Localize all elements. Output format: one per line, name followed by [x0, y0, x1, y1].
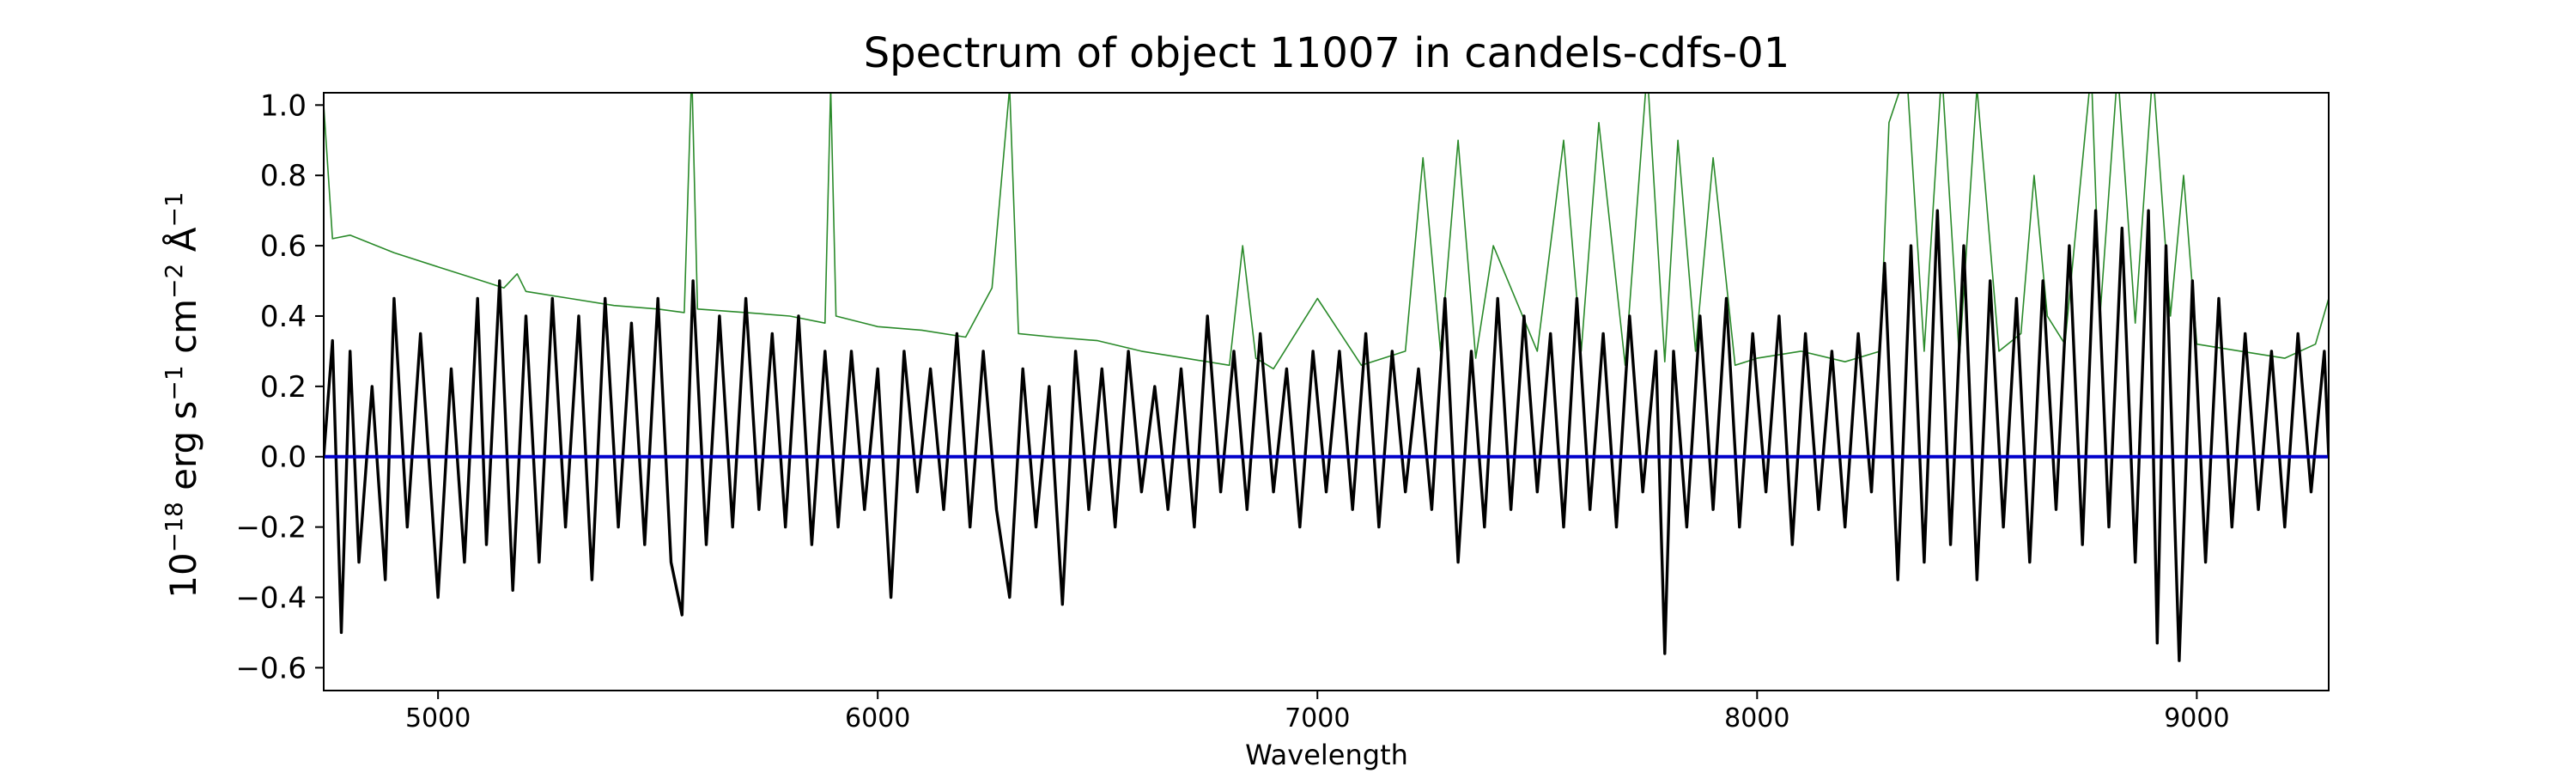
series-layer: [324, 93, 2329, 662]
x-tick-label: 9000: [2164, 703, 2229, 733]
y-tick-label: 0.8: [260, 159, 307, 193]
x-tick-label: 7000: [1285, 703, 1350, 733]
y-tick-label: −0.6: [235, 651, 307, 685]
x-tick-label: 8000: [1724, 703, 1789, 733]
error-spectrum-line: [324, 93, 2329, 370]
y-tick-label: −0.4: [235, 581, 307, 616]
y-tick-label: 0.2: [260, 370, 307, 405]
axes-frame: [323, 92, 2330, 691]
chart-title: Spectrum of object 11007 in candels-cdfs…: [864, 29, 1790, 77]
x-tick-label: 6000: [845, 703, 910, 733]
flux-spectrum-line: [324, 209, 2329, 662]
x-axis-ticks: 5000 6000 7000 8000 9000: [405, 691, 2230, 733]
y-tick-label: 0.6: [260, 229, 307, 264]
x-axis-label: Wavelength: [1245, 739, 1408, 771]
x-tick-label: 5000: [405, 703, 471, 733]
y-tick-label: −0.2: [235, 511, 307, 545]
y-tick-label: 0.4: [260, 300, 307, 334]
plot-area: [323, 92, 2330, 691]
y-tick-label: 0.0: [260, 441, 307, 475]
y-axis-ticks: −0.6 −0.4 −0.2 0.0 0.2 0.4 0.6 0.8 1.0: [235, 88, 324, 685]
y-tick-label: 1.0: [260, 88, 307, 123]
y-axis-label: 10−18 erg s−1 cm−2 Å−1: [160, 192, 205, 598]
